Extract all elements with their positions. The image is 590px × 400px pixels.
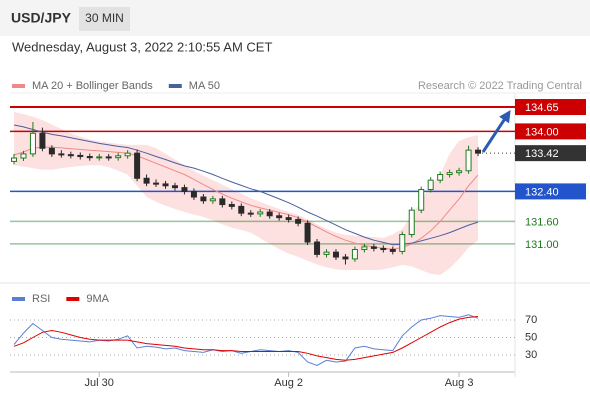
candle-body (238, 205, 245, 214)
bollinger-band (14, 111, 478, 276)
candle-body (257, 211, 264, 215)
x-tick-label: Aug 3 (445, 377, 474, 389)
legend-swatch (66, 297, 80, 301)
candle-body (200, 196, 207, 202)
level-tag (515, 99, 586, 116)
candle-body (39, 132, 46, 149)
rsi-tick-label: 30 (525, 349, 537, 361)
candle-body (143, 177, 150, 184)
rsi-tick-label: 50 (525, 331, 537, 343)
candle-body (219, 198, 226, 206)
candle-body (247, 212, 254, 215)
candle-body (361, 246, 368, 251)
level-label: 131.60 (525, 216, 559, 228)
legend-label: MA 50 (189, 80, 220, 92)
candle-body (427, 179, 434, 191)
candle-body (209, 198, 216, 202)
legend-label: 9MA (86, 293, 109, 305)
legend-swatch (168, 84, 182, 88)
candle-body (48, 147, 55, 155)
candle-body (389, 249, 396, 252)
level-tag (515, 183, 586, 200)
x-tick-label: Aug 2 (274, 377, 303, 389)
candle-body (418, 189, 425, 211)
rsi-tick-label: 70 (525, 314, 537, 326)
forecast-arrow (481, 109, 511, 153)
legend-swatch (12, 84, 25, 88)
candle-body (332, 251, 339, 258)
candle-body (351, 249, 358, 260)
level-tag (515, 145, 586, 162)
candle-body (380, 247, 387, 251)
candle-body (29, 132, 36, 155)
candle-body (276, 215, 283, 219)
rsi-line (13, 316, 479, 361)
candle-body (408, 209, 415, 236)
timestamp: Wednesday, August 3, 2022 2:10:55 AM CET (12, 39, 272, 54)
candle-body (67, 154, 74, 157)
level-label: 134.00 (525, 126, 559, 138)
candle-body (475, 149, 482, 154)
candle-body (77, 154, 84, 158)
candle-body (11, 157, 17, 162)
level-label: 133.42 (525, 148, 559, 160)
rsi-line (13, 314, 479, 367)
interval-button[interactable] (79, 7, 130, 31)
legend-swatch (12, 297, 25, 301)
candle-body (314, 241, 321, 255)
candle-body (190, 190, 197, 198)
candle-body (465, 149, 472, 172)
candle-body (304, 222, 311, 243)
candle-body (456, 170, 463, 174)
candle-body (228, 204, 235, 207)
candle-body (342, 256, 349, 260)
interval[interactable]: 30 MIN (85, 11, 124, 25)
candle-body (446, 172, 453, 176)
candle-body (105, 156, 112, 159)
candle-body (134, 152, 141, 179)
candle-body (115, 155, 122, 159)
candle-body (58, 153, 65, 156)
level-label: 132.40 (525, 186, 559, 198)
legend-label: MA 20 + Bollinger Bands (32, 80, 153, 92)
candle-body (266, 211, 273, 217)
candle-body (124, 152, 131, 157)
candle-body (285, 217, 292, 221)
x-tick-label: Jul 30 (85, 377, 114, 389)
candle-body (86, 156, 93, 159)
candle-body (153, 182, 160, 185)
legend-label: RSI (32, 293, 50, 305)
candle-body (96, 156, 103, 159)
source: Research © 2022 Trading Central (418, 80, 582, 92)
level-label: 134.65 (525, 102, 559, 114)
candle-body (181, 187, 188, 192)
candle-body (20, 153, 27, 159)
candle-body (295, 219, 302, 224)
level-tag (515, 123, 586, 140)
candle-body (171, 185, 178, 189)
candle-body (323, 251, 330, 255)
candle-body (399, 234, 406, 252)
candle-body (162, 183, 169, 187)
candle-body (370, 246, 377, 249)
candle-body (437, 174, 444, 181)
symbol: USD/JPY (11, 10, 72, 26)
level-label: 131.00 (525, 239, 559, 251)
